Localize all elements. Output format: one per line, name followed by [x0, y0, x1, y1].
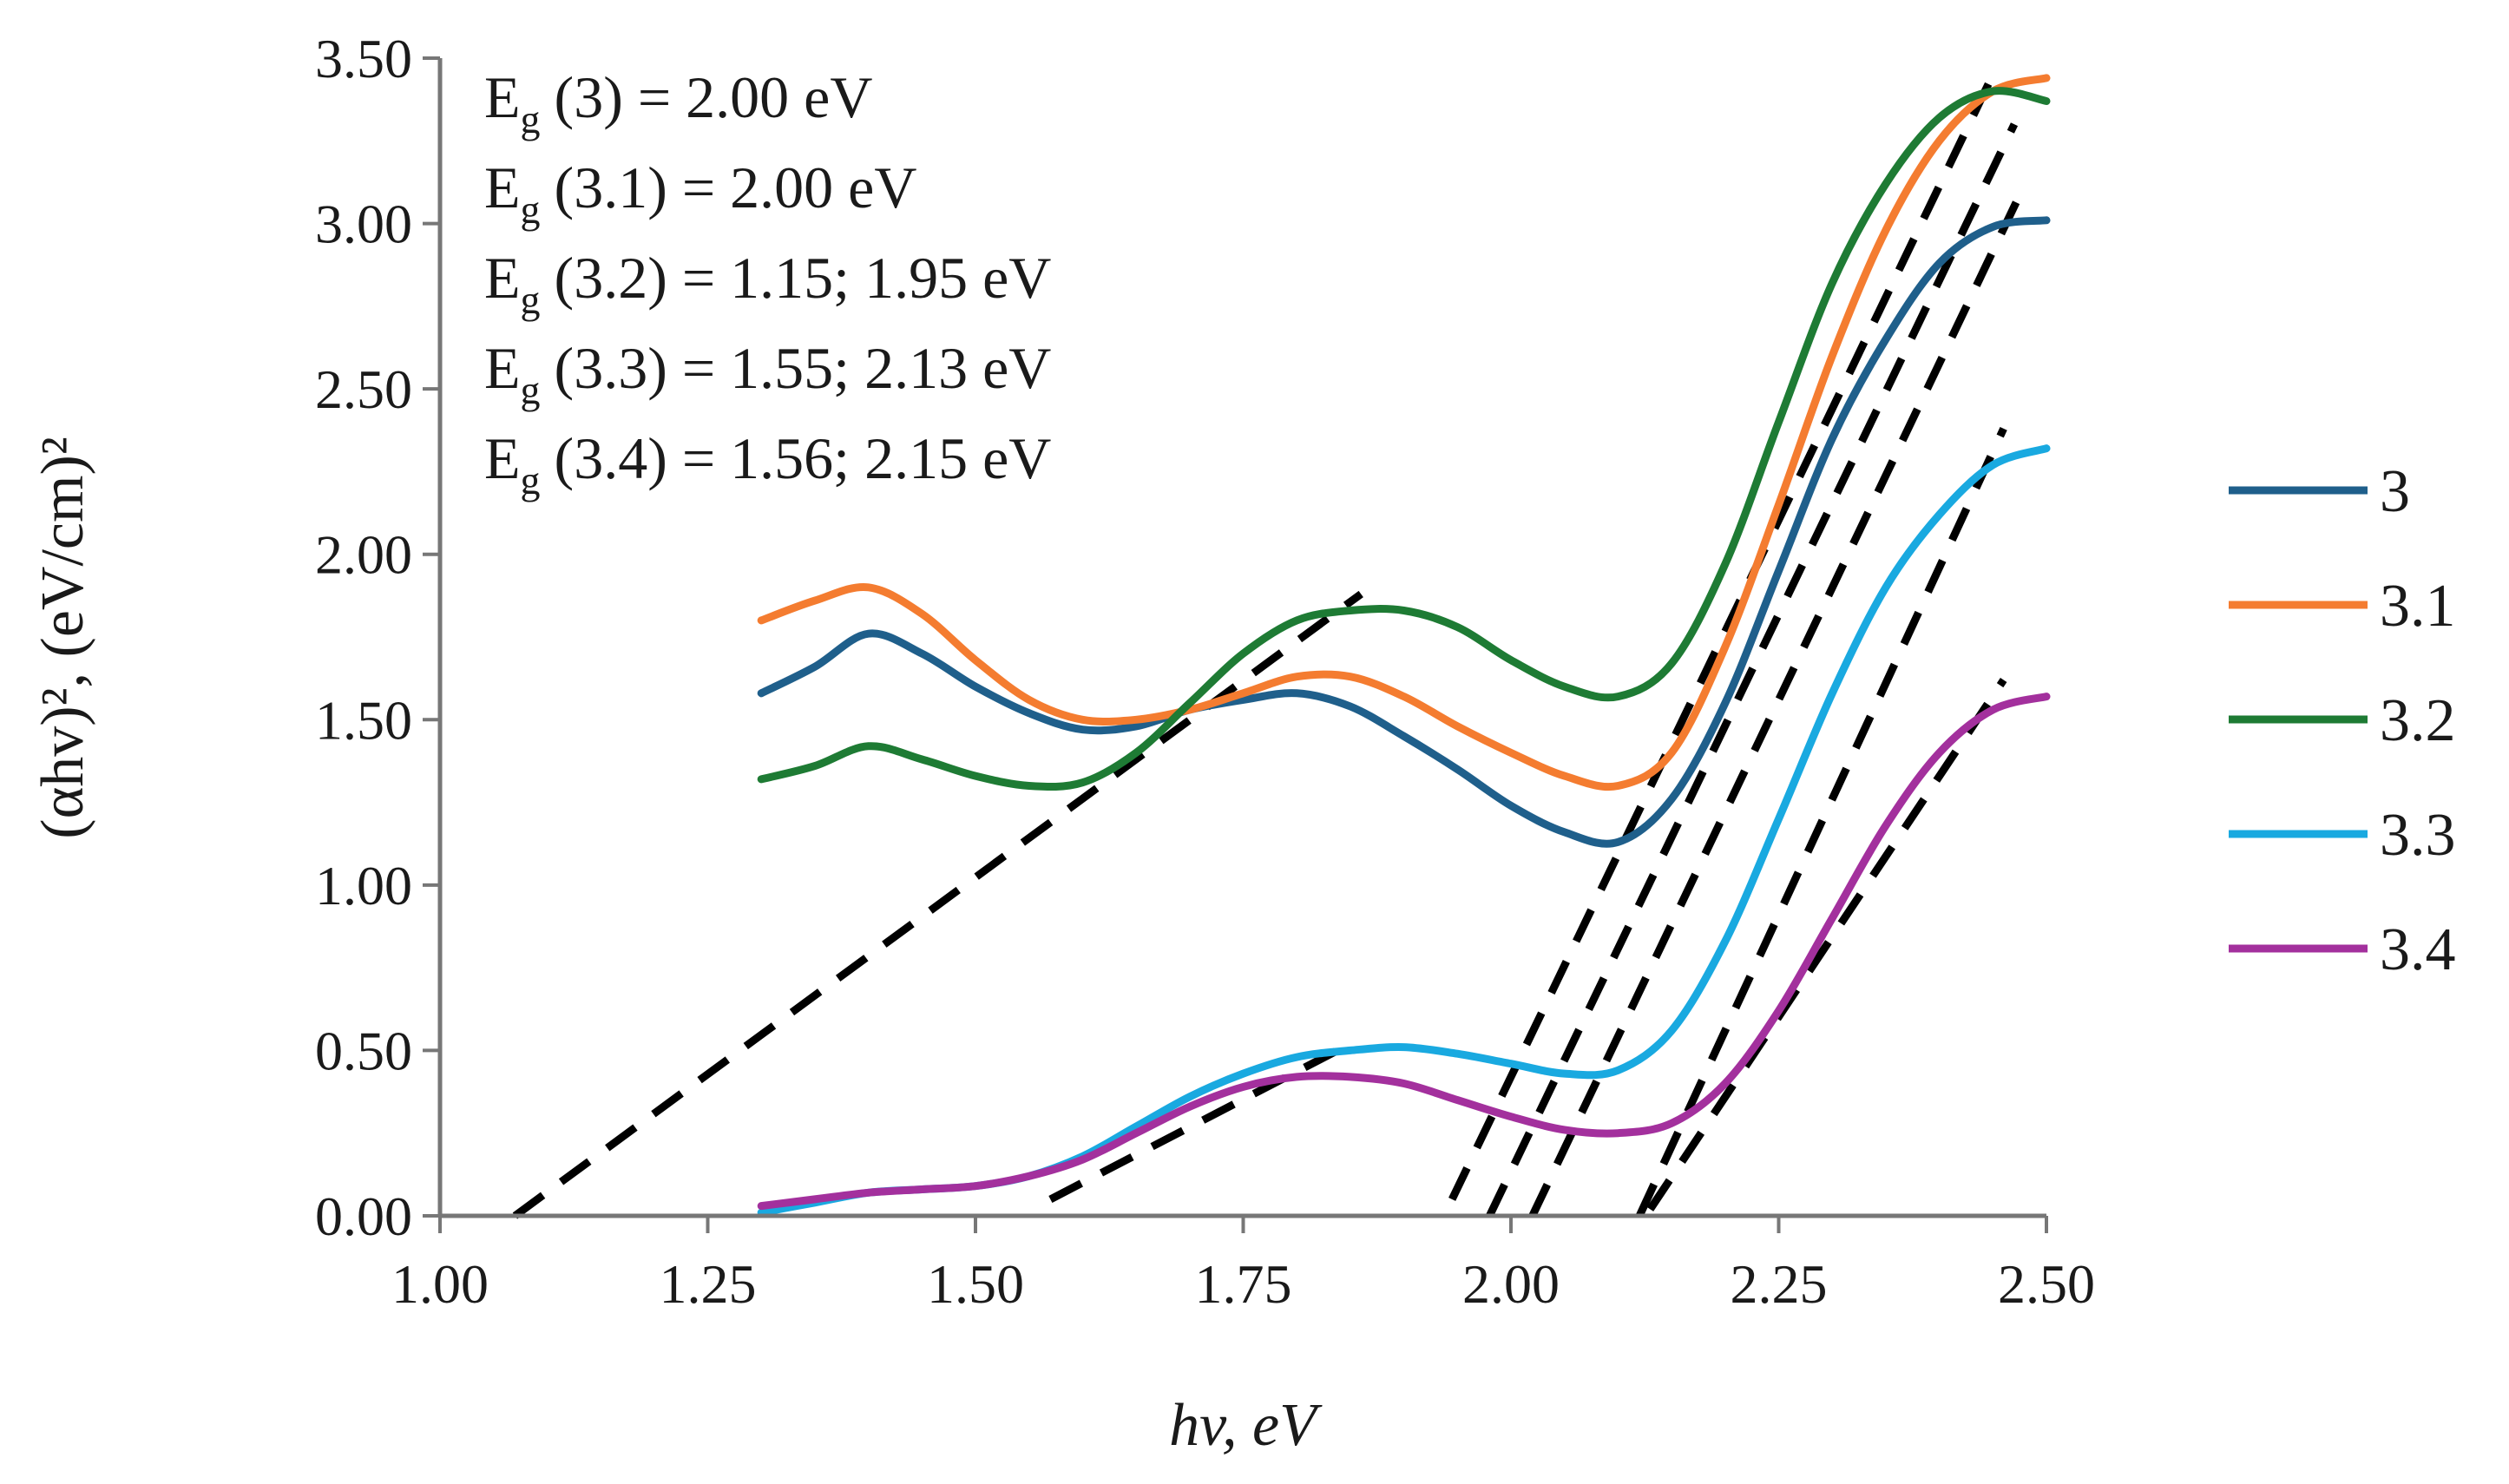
series-line-3-4	[757, 693, 2051, 1211]
y-tick-labels: 0.00 0.50 1.00 1.50 2.00 2.50 3.00 3.50	[315, 28, 412, 1247]
bandgap-annotation: Eg (3.4) = 1.56; 2.15 eV	[484, 425, 1051, 502]
x-tick-label: 1.50	[927, 1253, 1024, 1315]
x-tick-label: 2.00	[1462, 1253, 1560, 1315]
bandgap-annotation: Eg (3.1) = 2.00 eV	[484, 154, 916, 232]
fit-line	[1646, 678, 2007, 1211]
bandgap-annotation: Eg (3) = 2.00 eV	[484, 64, 872, 141]
x-tick-label: 1.00	[391, 1253, 489, 1315]
y-tick-label: 2.00	[315, 524, 412, 586]
y-tick-label: 3.00	[315, 194, 412, 255]
fit-line	[1528, 181, 2029, 1218]
x-tick-labels: 1.00 1.25 1.50 1.75 2.00 2.25 2.50	[391, 1253, 2095, 1315]
bandgap-annotation: Eg (3.2) = 1.15; 1.95 eV	[484, 245, 1051, 322]
x-tick-label: 1.25	[660, 1253, 757, 1315]
x-axis-title: hv, eV	[1169, 1392, 1323, 1459]
series-line-3-3	[757, 444, 2051, 1217]
fit-line	[512, 590, 1363, 1219]
y-tick-label: 0.00	[315, 1185, 412, 1247]
legend-label-3-3: 3.3	[2380, 802, 2456, 869]
x-tick-label: 1.75	[1195, 1253, 1292, 1315]
series-line-3-1	[757, 74, 2051, 791]
legend-label-3-2: 3.2	[2380, 687, 2456, 754]
series-line-3-2	[757, 87, 2051, 791]
legend: 3 3.1 3.2 3.3 3.4	[2229, 458, 2456, 983]
x-tick-label: 2.50	[1998, 1253, 2095, 1315]
y-tick-label: 1.50	[315, 689, 412, 751]
tick-marks	[423, 56, 2048, 1233]
y-tick-label: 3.50	[315, 28, 412, 89]
legend-label-3: 3	[2380, 458, 2410, 525]
series-line-3	[757, 216, 2051, 848]
fit-line	[1048, 1040, 1352, 1203]
bandgap-annotations: Eg (3) = 2.00 eV Eg (3.1) = 2.00 eV Eg (3.2) …	[484, 64, 1051, 502]
legend-label-3-1: 3.1	[2380, 573, 2456, 640]
fit-line	[1635, 426, 2007, 1218]
x-tick-label: 2.25	[1731, 1253, 1828, 1315]
bandgap-annotation: Eg (3.3) = 1.55; 2.13 eV	[484, 335, 1051, 412]
data-series	[757, 74, 2051, 1217]
y-tick-label: 0.50	[315, 1020, 412, 1081]
y-tick-label: 1.00	[315, 855, 412, 916]
y-tick-label: 2.50	[315, 358, 412, 420]
fit-line	[1448, 73, 1997, 1201]
legend-label-3-4: 3.4	[2380, 916, 2456, 983]
y-axis-title: (αhv)², (eV/cm)²	[30, 437, 96, 838]
fit-line	[1486, 122, 2019, 1218]
